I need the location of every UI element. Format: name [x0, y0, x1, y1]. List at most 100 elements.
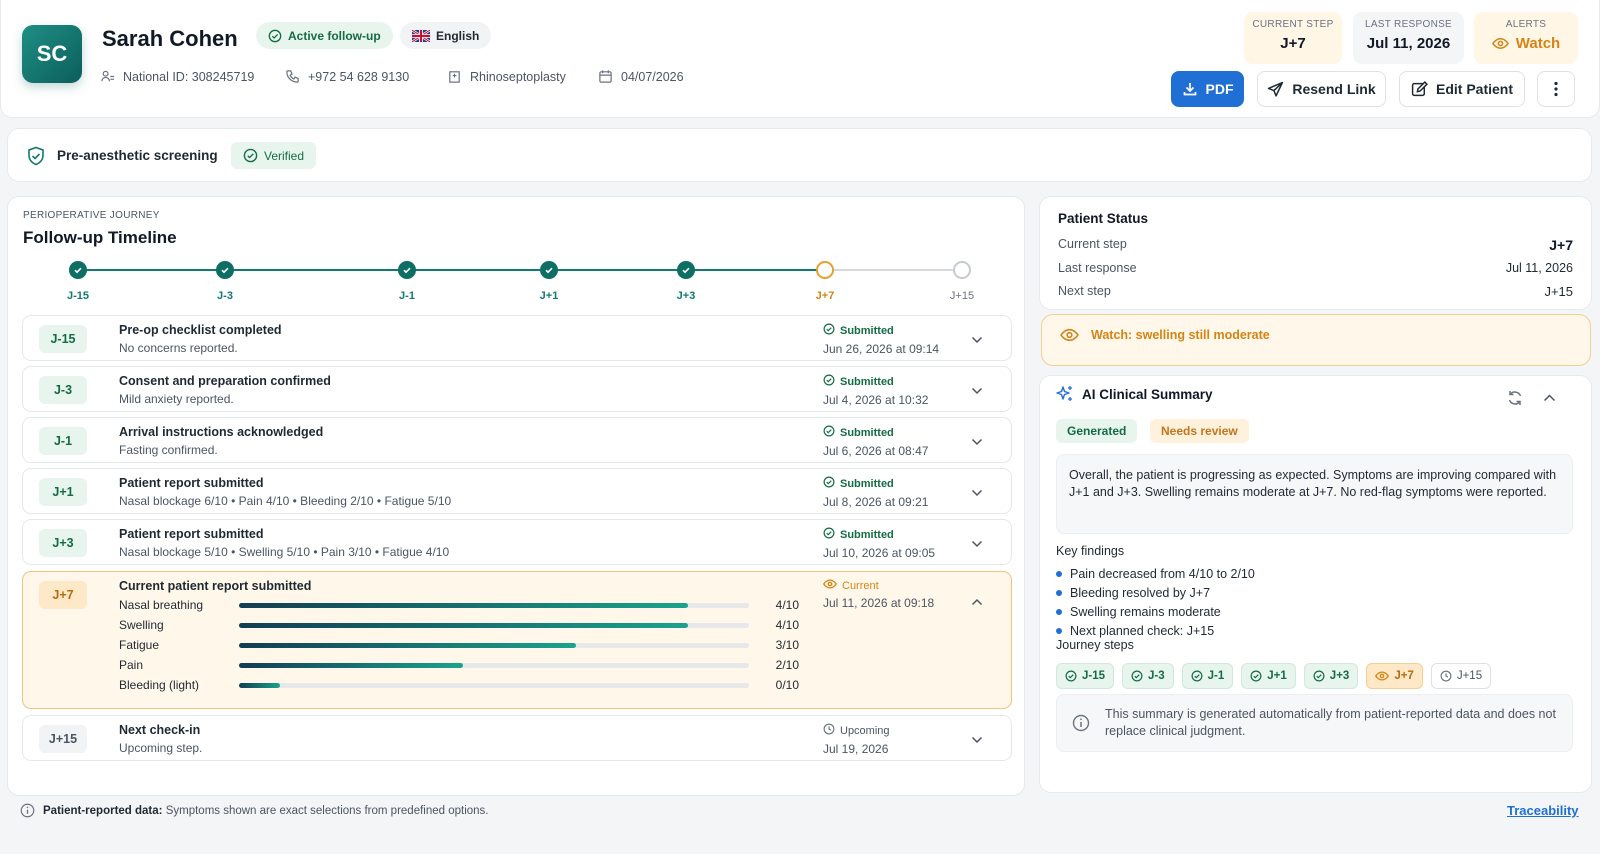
- timeline-node-J+3[interactable]: [677, 261, 695, 279]
- chevron-down-icon[interactable]: [971, 434, 983, 449]
- last-response-stat-label: LAST RESPONSE: [1364, 19, 1453, 30]
- status-current-step-row: Current step J+7: [1058, 237, 1573, 253]
- pdf-button[interactable]: PDF: [1171, 71, 1244, 107]
- bullet: [1056, 627, 1062, 634]
- chevron-down-icon[interactable]: [971, 383, 983, 398]
- timeline-node-J-15[interactable]: [69, 261, 87, 279]
- id-card-icon: [101, 70, 115, 82]
- timeline-node-J+1[interactable]: [540, 261, 558, 279]
- timeline-node-label: J-15: [66, 290, 90, 302]
- timeline-node-J+7[interactable]: [816, 261, 834, 279]
- step-status: Submitted: [823, 476, 894, 491]
- journey-chip-J-3[interactable]: J-3: [1122, 663, 1174, 689]
- chevron-up-icon[interactable]: [1543, 393, 1556, 402]
- symptom-bar: [239, 602, 749, 608]
- timeline-node-label: J+1: [539, 290, 559, 302]
- timeline-step-next[interactable]: J+15 Next check-in Upcoming step. Upcoming J…: [22, 715, 1012, 761]
- check-circle-icon: [243, 148, 258, 163]
- step-badge: J-15: [39, 325, 87, 353]
- current-step-stat-label: CURRENT STEP: [1252, 19, 1334, 30]
- current-step-stat-value: J+7: [1280, 35, 1306, 52]
- surgery-date: 04/07/2026: [598, 69, 684, 84]
- watch-alert-content: Watch: swelling still moderate: [1060, 328, 1270, 342]
- timeline-node-J-3[interactable]: [216, 261, 234, 279]
- ai-clinical-summary-card: AI Clinical Summary Generated Needs revi…: [1039, 375, 1592, 793]
- status-last-response-row: Last response Jul 11, 2026: [1058, 261, 1573, 275]
- status-next-step-value: J+15: [1544, 284, 1573, 299]
- chevron-up-icon[interactable]: [971, 594, 983, 609]
- pre-anesthetic-screening-bar: Pre-anesthetic screening Verified: [7, 128, 1592, 182]
- journey-chip-J+3[interactable]: J+3: [1303, 663, 1359, 689]
- check-circle-icon: [1131, 670, 1143, 682]
- timeline-step-row[interactable]: J-1 Arrival instructions acknowledged Fast…: [22, 417, 1012, 463]
- edit-patient-label: Edit Patient: [1435, 81, 1513, 97]
- journey-chip-J+7[interactable]: J+7: [1366, 663, 1423, 689]
- journey-steps-chips: J-15 J-3 J-1 J+1 J+3 J+7 J+15: [1056, 663, 1492, 689]
- step-status: Submitted: [823, 374, 894, 389]
- more-vertical-icon: [1554, 81, 1558, 97]
- chevron-down-icon[interactable]: [971, 485, 983, 500]
- edit-patient-button[interactable]: Edit Patient: [1399, 71, 1525, 107]
- journey-chip-J+1[interactable]: J+1: [1241, 663, 1296, 689]
- symptom-label: Nasal breathing: [119, 598, 204, 612]
- language-selector[interactable]: English: [400, 22, 492, 49]
- chevron-down-icon[interactable]: [971, 332, 983, 347]
- journey-chip-J-15[interactable]: J-15: [1056, 663, 1115, 689]
- calendar-icon: [599, 70, 612, 83]
- timeline-connector: [549, 269, 686, 271]
- check-icon: [403, 267, 411, 274]
- timeline-step-row[interactable]: J+3 Patient report submitted Nasal blockag…: [22, 519, 1012, 565]
- refresh-icon[interactable]: [1506, 389, 1524, 407]
- check-icon: [74, 267, 82, 274]
- generated-tag: Generated: [1056, 419, 1138, 443]
- timeline-step-row[interactable]: J-15 Pre-op checklist completed No concern…: [22, 315, 1012, 361]
- chevron-down-icon[interactable]: [971, 732, 983, 747]
- step-status-label: Submitted: [840, 528, 894, 541]
- timeline-step-row[interactable]: J-3 Consent and preparation confirmed Mild…: [22, 366, 1012, 412]
- timeline-connector: [825, 269, 962, 271]
- journey-chip-label: J+3: [1329, 670, 1350, 682]
- resend-link-button[interactable]: Resend Link: [1257, 71, 1386, 107]
- bullet: [1056, 589, 1062, 596]
- journey-chip-label: J+7: [1394, 670, 1414, 682]
- timeline-connector: [78, 269, 225, 271]
- download-icon: [1183, 83, 1196, 96]
- status-next-step-label: Next step: [1058, 284, 1111, 298]
- national-id-text: National ID: 308245719: [123, 69, 255, 84]
- edit-icon: [1411, 80, 1428, 96]
- timeline-step-row[interactable]: J+1 Patient report submitted Nasal blockag…: [22, 468, 1012, 514]
- step-status: Submitted: [823, 527, 894, 542]
- symptom-label: Fatigue: [119, 638, 160, 652]
- patient-status-title: Patient Status: [1058, 211, 1149, 226]
- check-circle-icon: [1191, 670, 1203, 682]
- symptom-row: Pain 2/10: [119, 658, 799, 672]
- timeline-node-J-1[interactable]: [398, 261, 416, 279]
- eye-icon: [1060, 328, 1079, 342]
- journey-chip-label: J+15: [1456, 670, 1483, 682]
- timeline-step-current[interactable]: J+7 Current patient report submitted Curre…: [22, 571, 1012, 709]
- step-subtitle: Nasal blockage 5/10 • Swelling 5/10 • Pa…: [119, 545, 450, 559]
- timeline-node-J+15[interactable]: [953, 261, 971, 279]
- alerts-stat: ALERTS Watch: [1474, 12, 1578, 64]
- procedure: Rhinoseptoplasty: [447, 69, 566, 84]
- traceability-link[interactable]: Traceability: [1507, 803, 1579, 818]
- step-status-label: Submitted: [840, 477, 894, 490]
- step-date: Jul 4, 2026 at 10:32: [823, 393, 929, 407]
- timeline-title: Follow-up Timeline: [23, 228, 177, 247]
- symptom-bar-fill: [239, 642, 576, 648]
- chevron-down-icon[interactable]: [971, 536, 983, 551]
- finding-item: Pain decreased from 4/10 to 2/10: [1056, 564, 1255, 583]
- more-options-button[interactable]: [1537, 71, 1575, 107]
- step-title: Patient report submitted: [119, 527, 264, 541]
- follow-up-timeline-card: PERIOPERATIVE JOURNEY Follow-up Timeline…: [7, 196, 1025, 796]
- check-icon: [545, 267, 553, 274]
- step-badge: J-3: [39, 376, 87, 404]
- journey-chip-J-1[interactable]: J-1: [1181, 663, 1234, 689]
- symptom-score: 4/10: [775, 598, 799, 612]
- step-status: Submitted: [823, 425, 894, 440]
- journey-chip-J+15[interactable]: J+15: [1430, 663, 1492, 689]
- step-status-label: Upcoming: [840, 724, 890, 737]
- bullet: [1056, 608, 1062, 615]
- check-circle-icon: [823, 425, 835, 440]
- step-badge: J+7: [39, 581, 87, 609]
